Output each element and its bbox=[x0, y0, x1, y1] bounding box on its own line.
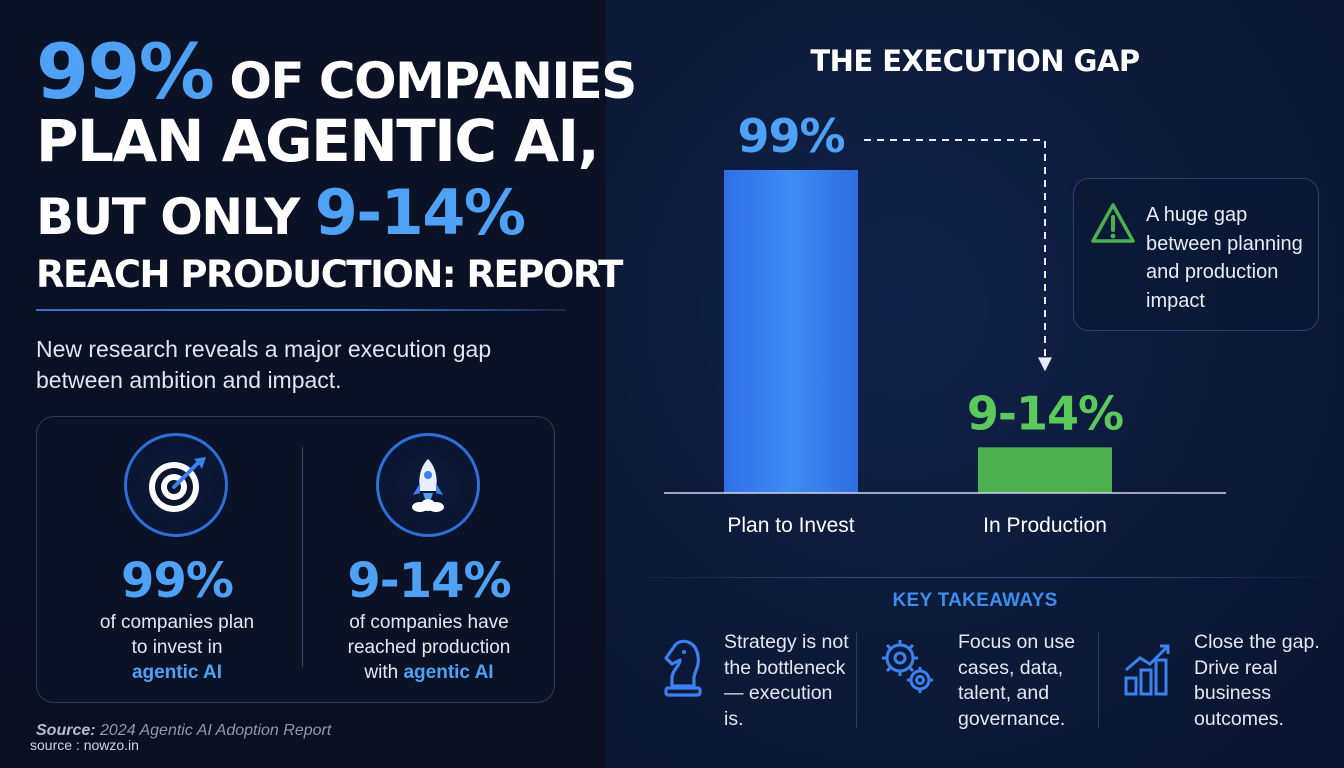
execution-gap-chart: 99% Plan to Invest 9-14% In Production bbox=[664, 109, 1226, 537]
headline-text-3: BUT ONLY bbox=[36, 188, 315, 246]
stat-desc-production-lead: with bbox=[364, 662, 404, 683]
category-label-in-production: In Production bbox=[983, 514, 1107, 537]
subtitle: New research reveals a major execution g… bbox=[36, 336, 492, 393]
value-label-in-production: 9-14% bbox=[967, 386, 1123, 440]
stat-plan: 99% of companies plan to invest in agent… bbox=[47, 417, 307, 704]
rocket-icon bbox=[376, 433, 480, 537]
headline-divider bbox=[36, 309, 566, 311]
stat-desc-plan-accent: agentic AI bbox=[131, 662, 223, 683]
gap-callout: A huge gap between planning and producti… bbox=[1073, 178, 1319, 331]
gap-arrow-head bbox=[1038, 357, 1052, 372]
stat-desc-production-line-3: with agentic AI bbox=[299, 660, 559, 685]
stat-desc-plan-line-2: to invest in bbox=[131, 637, 223, 658]
stat-value-production: 9-14% bbox=[347, 553, 511, 609]
gap-arrow-line bbox=[864, 139, 1046, 358]
stat-value-plan: 99% bbox=[121, 553, 234, 609]
takeaway-separator-2 bbox=[1098, 632, 1099, 728]
headline: 99% OF COMPANIES PLAN AGENTIC AI, BUT ON… bbox=[36, 34, 637, 302]
callout-text: A huge gap between planning and producti… bbox=[1146, 204, 1303, 312]
chart-title: THE EXECUTION GAP bbox=[810, 44, 1140, 78]
headline-accent-range: 9-14% bbox=[314, 176, 526, 249]
takeaways-divider bbox=[646, 577, 1318, 578]
target-icon bbox=[124, 433, 228, 537]
headline-accent-99: 99% bbox=[36, 27, 215, 116]
warning-icon bbox=[1091, 203, 1135, 243]
takeaway-focus-text: Focus on use cases, data, talent, and go… bbox=[958, 631, 1076, 730]
stat-desc-production-accent: agentic AI bbox=[403, 662, 494, 683]
source-citation: Source: 2024 Agentic AI Adoption Report bbox=[36, 722, 331, 740]
stat-desc-production-line-1: of companies have bbox=[349, 612, 509, 633]
headline-line-3: BUT ONLY 9-14% bbox=[36, 182, 596, 256]
bar-plan-to-invest bbox=[724, 170, 858, 493]
headline-line-4: REACH PRODUCTION: REPORT bbox=[36, 253, 623, 296]
stat-desc-plan: of companies plan to invest in agentic A… bbox=[47, 610, 307, 685]
category-label-plan-to-invest: Plan to Invest bbox=[727, 514, 854, 537]
headline-text-1: OF COMPANIES bbox=[213, 52, 637, 110]
stat-desc-plan-line-1: of companies plan bbox=[99, 612, 255, 633]
stat-production: 9-14% of companies have reached producti… bbox=[299, 417, 559, 704]
takeaway-strategy-text: Strategy is not the bottleneck— executio… bbox=[724, 631, 849, 730]
headline-line-1: 99% OF COMPANIES bbox=[36, 34, 637, 112]
value-label-plan-to-invest: 99% bbox=[737, 109, 844, 163]
source-label: Source: bbox=[36, 722, 96, 739]
source-text: 2024 Agentic AI Adoption Report bbox=[95, 722, 332, 739]
gears-icon bbox=[882, 640, 933, 693]
stat-desc-production-line-2: reached production bbox=[347, 637, 511, 658]
chess-knight-icon bbox=[664, 639, 702, 697]
stats-card: 99% of companies plan to invest in agent… bbox=[36, 416, 555, 703]
takeaway-separator-1 bbox=[856, 632, 857, 728]
growth-chart-icon bbox=[1124, 644, 1170, 696]
stats-divider bbox=[302, 447, 303, 667]
watermark: source : nowzo.in bbox=[30, 737, 139, 753]
stat-desc-production: of companies have reached production wit… bbox=[299, 610, 559, 685]
headline-line-2: PLAN AGENTIC AI, bbox=[36, 107, 600, 175]
bar-in-production bbox=[978, 447, 1112, 493]
takeaways-title: KEY TAKEAWAYS bbox=[892, 590, 1058, 611]
takeaway-close-gap-text: Close the gap. Drive real business outco… bbox=[1194, 631, 1320, 730]
